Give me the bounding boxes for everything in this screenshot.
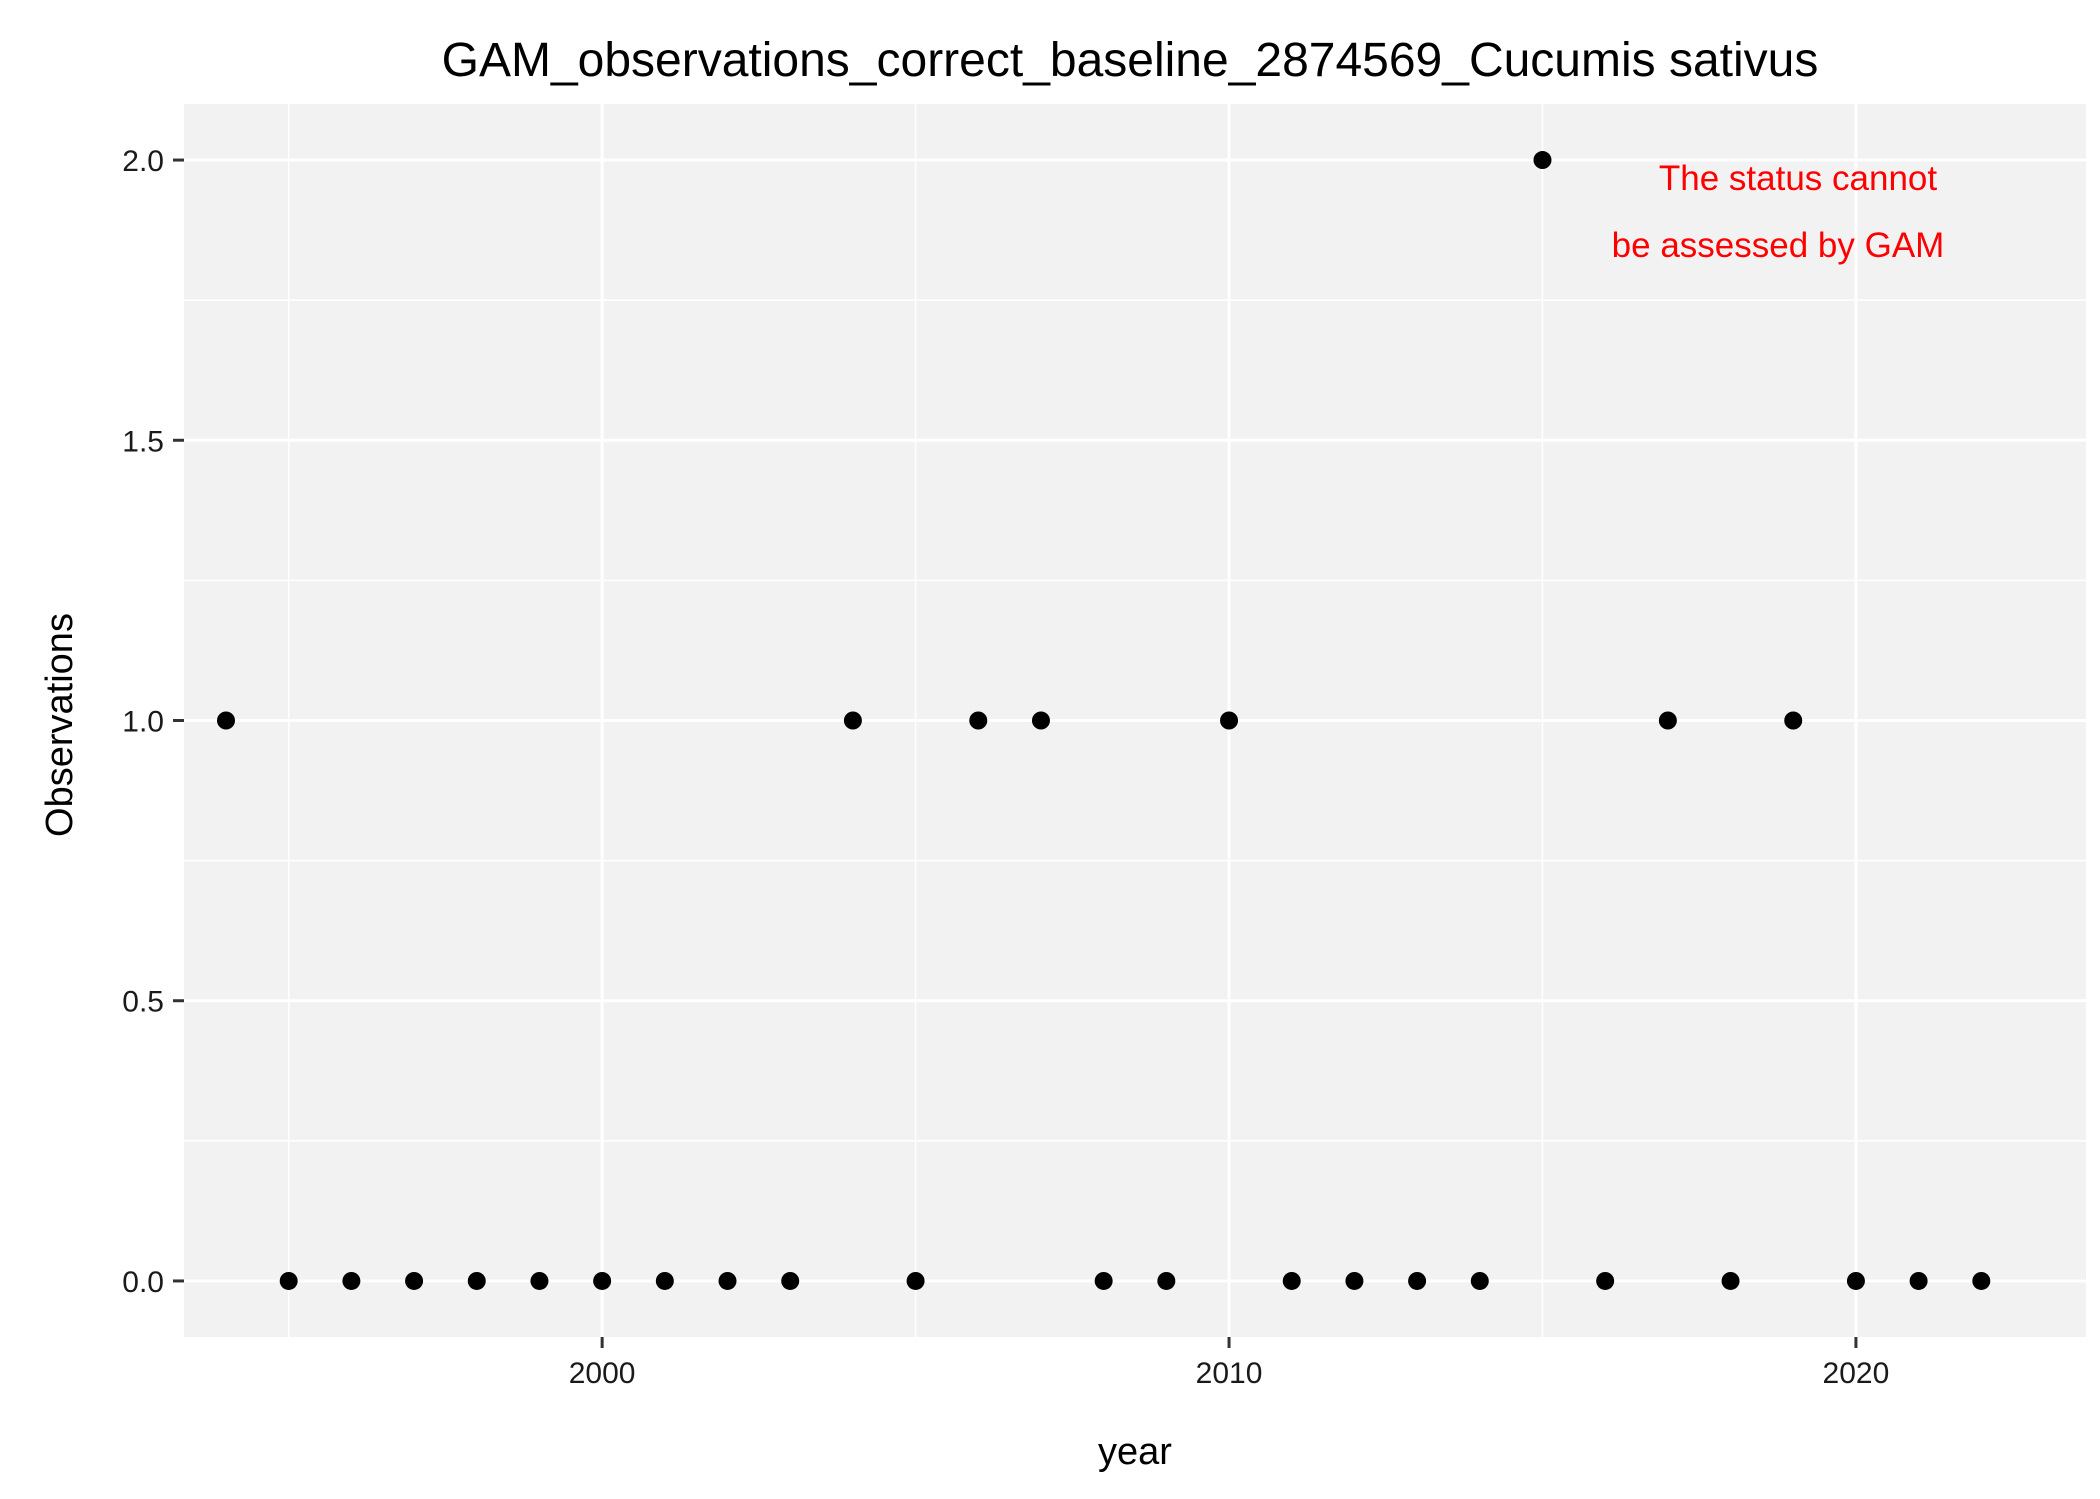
data-point (217, 711, 236, 730)
data-point (1031, 711, 1050, 730)
data-points (217, 151, 1991, 1290)
y-tick-label: 1.0 (122, 706, 164, 739)
data-point (906, 1271, 925, 1290)
data-point (969, 711, 988, 730)
data-point (530, 1271, 549, 1290)
data-point (718, 1271, 737, 1290)
data-point (655, 1271, 674, 1290)
axes: 0.0 0.5 1.0 1.5 2.0 2000 2010 2020 (122, 145, 1889, 1390)
annotation-line-1: The status cannot (1659, 159, 1937, 198)
data-point (781, 1271, 800, 1290)
x-tick-label: 2000 (569, 1357, 636, 1390)
y-tick-label: 0.5 (122, 986, 164, 1019)
data-point (467, 1271, 486, 1290)
data-point (1282, 1271, 1301, 1290)
y-axis-label: Observations (39, 613, 81, 837)
data-point (1220, 711, 1239, 730)
data-point (593, 1271, 612, 1290)
data-point (279, 1271, 298, 1290)
y-tick-label: 1.5 (122, 425, 164, 458)
data-point (1909, 1271, 1928, 1290)
annotation-line-2: be assessed by GAM (1612, 226, 1945, 265)
data-point (1470, 1271, 1489, 1290)
grid-lines (184, 104, 2086, 1337)
data-point (1658, 711, 1677, 730)
data-point (843, 711, 862, 730)
x-tick-label: 2010 (1196, 1357, 1263, 1390)
x-axis-label: year (1098, 1431, 1172, 1473)
data-point (1094, 1271, 1113, 1290)
data-point (342, 1271, 361, 1290)
data-point (1721, 1271, 1740, 1290)
chart-title: GAM_observations_correct_baseline_287456… (442, 34, 1819, 87)
data-point (1972, 1271, 1991, 1290)
data-point (1596, 1271, 1615, 1290)
y-tick-label: 2.0 (122, 145, 164, 178)
data-point (405, 1271, 424, 1290)
y-tick-label: 0.0 (122, 1266, 164, 1299)
data-point (1846, 1271, 1865, 1290)
data-point (1533, 151, 1552, 170)
x-tick-label: 2020 (1823, 1357, 1890, 1390)
data-point (1345, 1271, 1364, 1290)
data-point (1408, 1271, 1427, 1290)
data-point (1784, 711, 1803, 730)
data-point (1157, 1271, 1176, 1290)
